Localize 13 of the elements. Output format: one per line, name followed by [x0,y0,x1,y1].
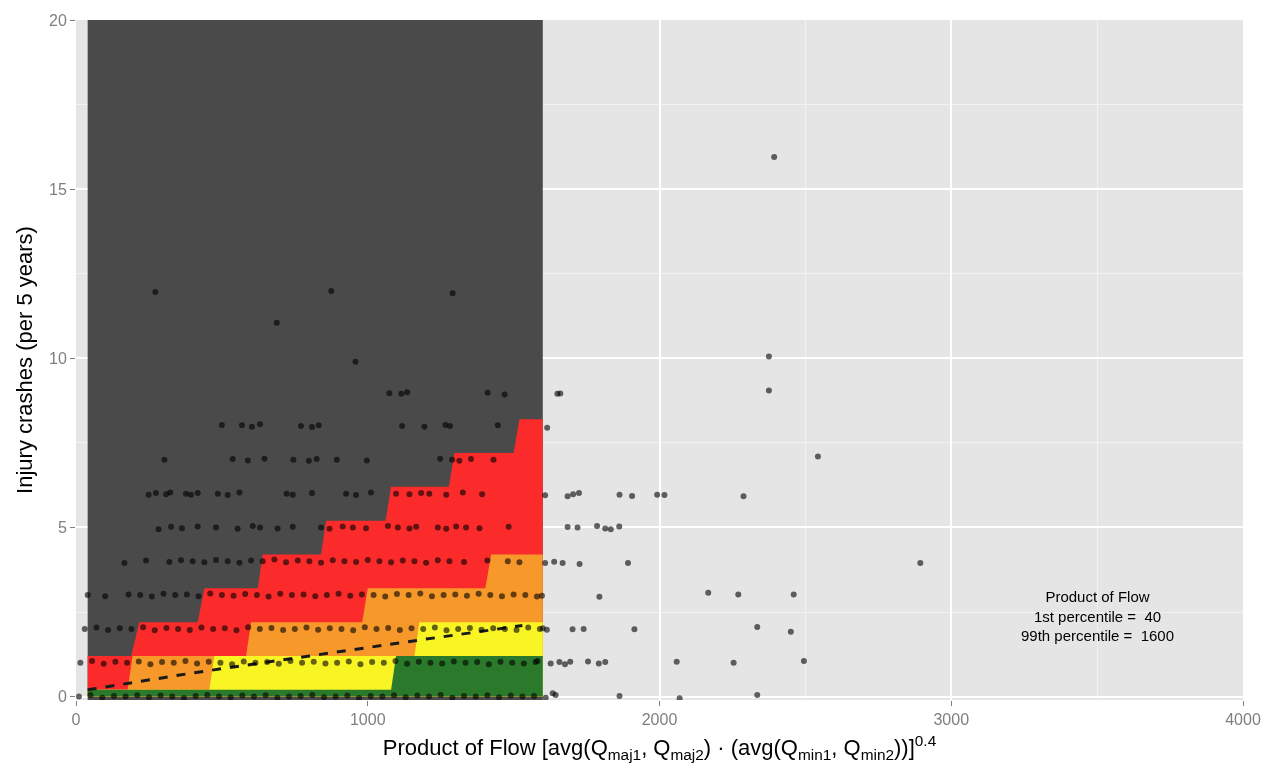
x-tick-label: 2000 [641,711,678,729]
x-tick-label: 1000 [349,711,386,729]
y-tick-label: 10 [49,349,67,367]
x-tick-label: 0 [71,711,81,729]
y-axis-title: Injury crashes (per 5 years) [11,226,37,494]
x-tick-label: 3000 [933,711,970,729]
y-tick-label: 15 [49,180,67,198]
text: Product of Flow [avg(Q$_{maj1}$, Q$_{maj2}$) · (avg(Q$_{min1}$, Q$_{min2}$))]$^{0.4}$ [382,731,937,763]
annotation: Product of Flow 1st percentile = 40 99th percentile = 1600 [1021,588,1175,644]
y-tick-label: 0 [57,688,67,706]
y-tick-label: 20 [49,11,67,29]
y-tick-label: 5 [57,519,67,537]
x-tick-label: 4000 [1225,711,1261,729]
